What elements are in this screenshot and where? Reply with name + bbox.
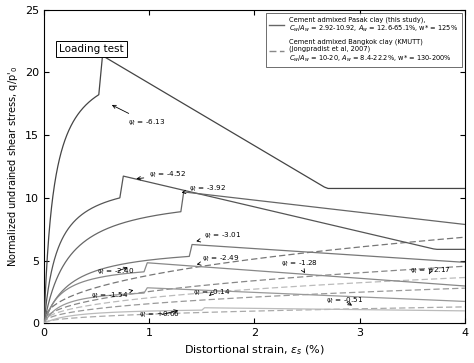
Text: $\psi_i$ = -4.52: $\psi_i$ = -4.52 [137,170,186,180]
Text: $\psi_i$ = +2.17: $\psi_i$ = +2.17 [410,266,451,277]
Text: Loading test: Loading test [59,44,123,54]
Text: $\psi_i$ = -0.14: $\psi_i$ = -0.14 [193,288,231,298]
Text: $\psi_i$ = -0.51: $\psi_i$ = -0.51 [326,296,363,306]
Legend: Cement admixed Pasak clay (this study),
$C_w$/$A_w$ = 2.92-10.92, $A_w$ = 12.6-6: Cement admixed Pasak clay (this study), … [266,13,462,67]
Text: $\psi_i$ = -1.54: $\psi_i$ = -1.54 [91,290,133,301]
Text: $\psi_i$ = -3.01: $\psi_i$ = -3.01 [197,231,241,242]
Text: $\psi_i$ = -6.13: $\psi_i$ = -6.13 [113,105,165,128]
Text: $\psi_i$ = -3.92: $\psi_i$ = -3.92 [182,184,226,194]
Y-axis label: Normalized undrained shear stress, q/p'$_0$: Normalized undrained shear stress, q/p'$… [6,66,19,267]
Text: $\psi_i$ = +0.66: $\psi_i$ = +0.66 [139,310,180,321]
Text: $\psi_i$ = -2.40: $\psi_i$ = -2.40 [97,267,134,277]
Text: $\psi_i$ = -1.28: $\psi_i$ = -1.28 [281,259,318,272]
Text: $\psi_i$ = -2.49: $\psi_i$ = -2.49 [198,254,239,265]
X-axis label: Distortional strain, $\varepsilon_s$ (%): Distortional strain, $\varepsilon_s$ (%) [184,344,325,358]
